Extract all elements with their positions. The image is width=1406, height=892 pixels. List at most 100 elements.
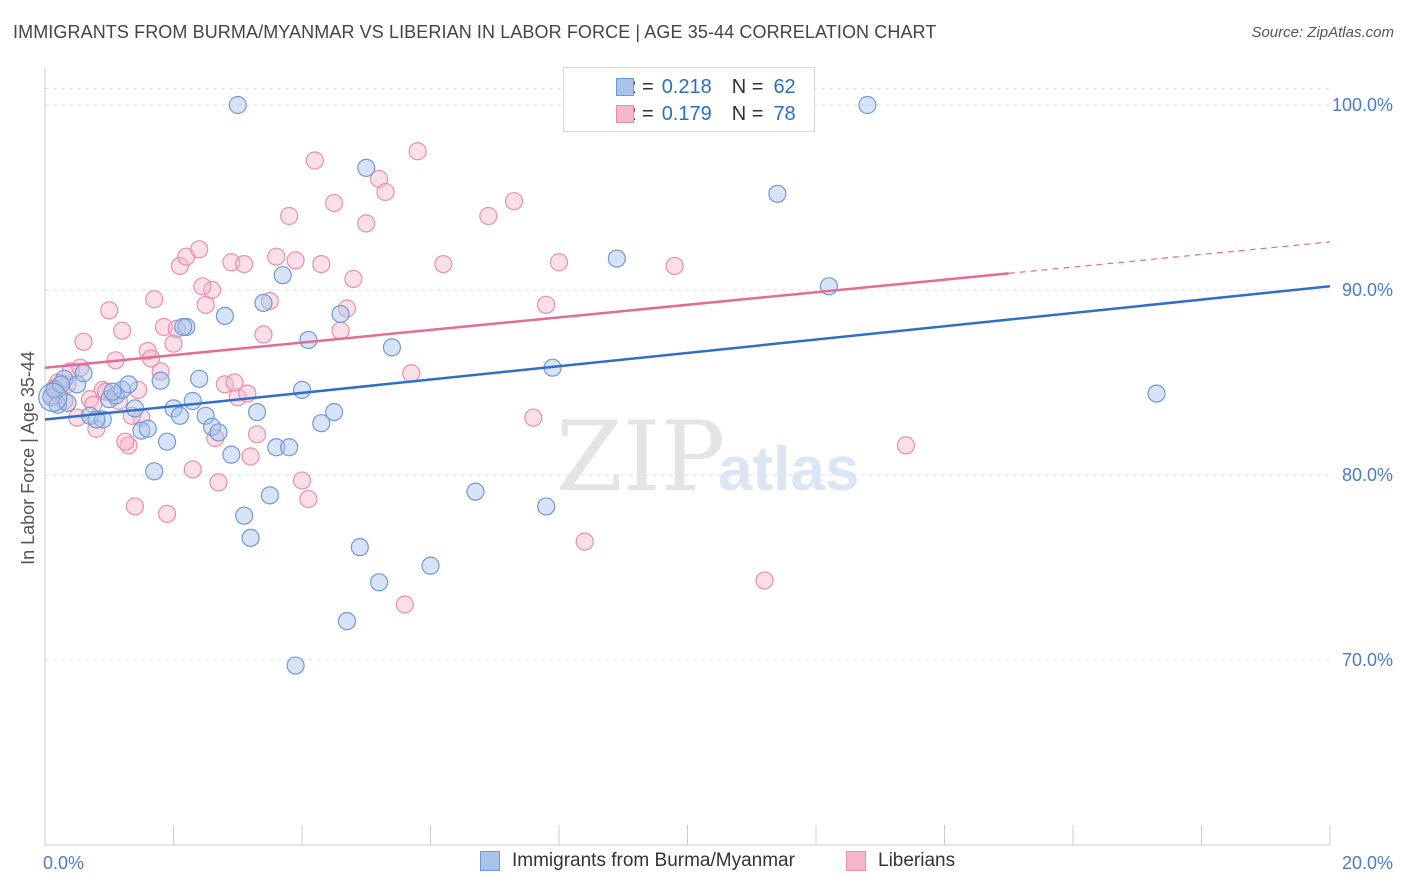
point-liberians	[549, 253, 569, 272]
point-burma	[292, 380, 312, 399]
legend-swatch-liberians	[616, 105, 634, 123]
point-burma	[357, 158, 376, 177]
legend-n-label: N =	[731, 102, 764, 125]
data-points	[38, 95, 1166, 675]
bottom-legend-swatch-burma	[480, 851, 500, 871]
point-liberians	[125, 497, 145, 516]
point-burma	[337, 612, 357, 631]
point-burma	[103, 382, 122, 401]
point-burma	[209, 423, 228, 442]
point-liberians	[504, 192, 524, 211]
point-burma	[350, 538, 369, 557]
point-burma	[170, 406, 190, 425]
point-liberians	[225, 373, 244, 392]
legend-r-value-burma: 0.218	[661, 75, 712, 98]
axes	[44, 68, 1331, 846]
legend-r-value-liberians: 0.179	[661, 102, 712, 125]
x-tick-label: 0.0%	[43, 853, 84, 873]
point-liberians	[254, 325, 273, 344]
y-tick-label: 90.0%	[1342, 280, 1393, 300]
point-liberians	[292, 471, 312, 490]
axis-labels: In Labor Force | Age 35-44 70.0% 80.0% 90.…	[18, 95, 1393, 873]
point-burma	[325, 403, 344, 422]
point-burma	[119, 375, 138, 394]
point-burma	[254, 293, 273, 313]
legend-swatch-burma	[616, 78, 634, 96]
point-liberians	[260, 292, 279, 311]
bottom-legend-item-liberians[interactable]: Liberians	[846, 850, 955, 872]
point-burma	[312, 414, 331, 433]
point-liberians	[286, 251, 305, 270]
point-liberians	[331, 321, 350, 340]
point-burma	[196, 406, 215, 425]
point-cluster	[38, 382, 68, 412]
point-liberians	[402, 364, 421, 383]
point-burma	[537, 497, 556, 516]
point-burma	[164, 399, 183, 418]
point-liberians	[193, 277, 212, 296]
point-burma	[267, 438, 286, 457]
point-burma	[145, 462, 164, 481]
point-burma	[93, 410, 112, 429]
point-liberians	[228, 388, 247, 407]
point-liberians	[524, 408, 543, 427]
trend-line	[44, 285, 1331, 421]
point-burma	[331, 304, 350, 324]
point-liberians	[312, 255, 331, 274]
point-liberians	[206, 428, 225, 448]
point-liberians	[190, 240, 209, 259]
legend: R = 0.218 N = 62 R = 0.179 N = 78	[563, 67, 815, 132]
x-tick-label: 20.0%	[1342, 853, 1393, 873]
point-liberians	[305, 151, 324, 170]
point-burma	[132, 421, 151, 440]
point-burma	[607, 249, 626, 268]
point-liberians	[235, 255, 254, 274]
bottom-legend-item-burma[interactable]: Immigrants from Burma/Myanmar	[480, 850, 795, 872]
point-liberians	[145, 290, 164, 309]
watermark-atlas: atlas	[718, 435, 859, 504]
point-liberians	[157, 504, 177, 523]
point-liberians	[344, 269, 363, 288]
point-burma	[299, 330, 318, 350]
point-burma	[215, 306, 234, 325]
point-burma	[228, 95, 247, 115]
legend-n-label: N =	[731, 75, 764, 98]
point-burma	[68, 375, 87, 394]
point-liberians	[280, 206, 299, 226]
point-liberians	[84, 395, 103, 414]
point-burma	[138, 419, 157, 438]
y-tick-label: 80.0%	[1342, 465, 1393, 485]
source-label: Source: ZipAtlas.com	[1251, 24, 1394, 41]
trend-line-solid	[44, 272, 1009, 369]
point-burma	[183, 391, 202, 411]
chart-title: IMMIGRANTS FROM BURMA/MYANMAR VS LIBERIA…	[13, 22, 937, 42]
point-burma	[466, 482, 485, 501]
legend-n-value-liberians: 78	[773, 102, 796, 125]
point-burma	[370, 573, 389, 592]
point-liberians	[479, 206, 498, 226]
point-liberians	[170, 256, 190, 276]
point-burma	[51, 375, 71, 394]
point-liberians	[665, 256, 684, 276]
point-burma	[858, 95, 877, 115]
point-liberians	[151, 362, 170, 381]
point-liberians	[112, 321, 132, 340]
bottom-legend-label-burma: Immigrants from Burma/Myanmar	[512, 850, 795, 871]
point-liberians	[896, 436, 916, 455]
point-liberians	[575, 532, 594, 551]
point-liberians	[537, 295, 556, 314]
point-burma	[421, 556, 440, 575]
point-burma	[273, 266, 292, 285]
point-liberians	[247, 425, 267, 444]
point-liberians	[395, 595, 414, 614]
point-liberians	[164, 334, 183, 353]
point-liberians	[325, 193, 344, 213]
trend-line-dashed	[1008, 241, 1331, 274]
point-liberians	[209, 473, 228, 492]
point-burma	[247, 403, 267, 422]
point-burma	[382, 338, 402, 357]
point-burma	[768, 184, 787, 203]
point-liberians	[267, 247, 286, 266]
point-liberians	[100, 301, 119, 320]
